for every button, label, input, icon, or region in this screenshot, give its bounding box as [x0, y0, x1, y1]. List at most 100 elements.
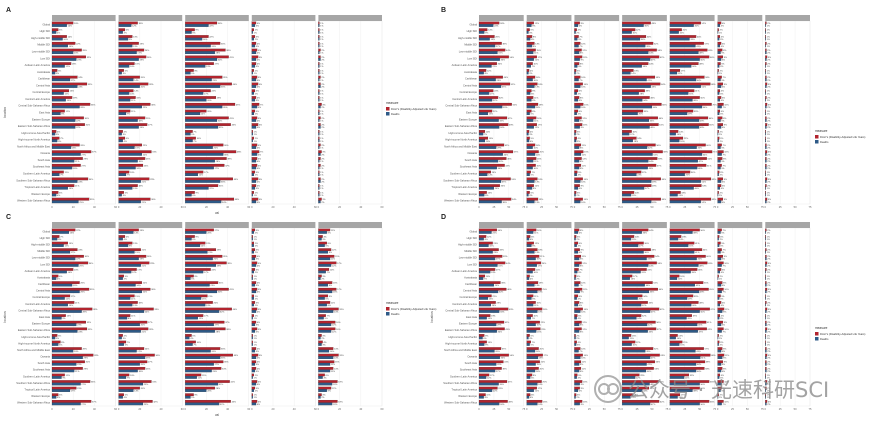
bar	[185, 268, 211, 271]
bar-data-label: 66%	[710, 381, 714, 383]
bar-data-label: 2%	[255, 391, 258, 393]
bar-data-label: 2%	[720, 192, 723, 194]
bar	[118, 362, 140, 366]
bar-data-label: 23%	[210, 285, 214, 287]
bar	[51, 316, 62, 320]
bar	[765, 237, 766, 241]
x-tick-label: 0	[526, 205, 528, 209]
bar	[185, 102, 236, 106]
bar	[318, 336, 321, 340]
bar	[51, 270, 67, 274]
bar-data-label: 14%	[201, 114, 205, 116]
bar	[51, 35, 67, 38]
bar	[622, 283, 645, 287]
bar-data-label: 31%	[152, 152, 156, 154]
bar-data-label: 1%	[320, 30, 323, 32]
bar-data-label: 14%	[536, 145, 540, 147]
bar-data-label: 1%	[767, 391, 770, 393]
bar	[118, 287, 151, 291]
y-tick-label: High-middle SDI	[458, 36, 477, 40]
y-tick-label: High-income Asia Pacific	[448, 131, 477, 135]
bar-data-label: 1%	[767, 272, 770, 274]
bar-data-label: 6%	[722, 59, 725, 61]
bar-data-label: 6%	[192, 195, 195, 197]
bar-data-label: 6%	[59, 344, 62, 346]
bar	[669, 24, 694, 27]
bar	[118, 170, 130, 174]
bar	[526, 136, 530, 140]
bar-data-label: 2%	[767, 250, 770, 252]
bar-data-label: 23%	[494, 243, 498, 245]
bar-data-label: 66%	[710, 57, 714, 59]
bar-data-label: 2%	[767, 302, 770, 304]
bar	[118, 268, 137, 271]
bar-data-label: 19%	[539, 283, 543, 285]
bar-data-label: 3%	[56, 338, 59, 340]
bar-data-label: 32%	[220, 404, 224, 406]
bar-data-label: 28%	[82, 50, 86, 52]
bar-data-label: 68%	[711, 84, 715, 86]
bar	[118, 82, 149, 86]
x-tick-label: 25	[683, 407, 686, 411]
bar-data-label: 21%	[142, 265, 146, 267]
bar	[51, 159, 75, 163]
bar-data-label: 31%	[641, 272, 645, 274]
bar	[526, 105, 536, 109]
bar-data-label: 2%	[255, 232, 258, 234]
bar-data-label: 1%	[320, 93, 323, 95]
bar-data-label: 15%	[69, 305, 73, 307]
bar-data-label: 40%	[695, 26, 699, 28]
bar	[118, 334, 123, 337]
bar	[318, 78, 320, 82]
bar	[574, 297, 577, 300]
bar	[478, 235, 487, 238]
bar	[185, 166, 214, 170]
bar-data-label: 4%	[530, 239, 533, 241]
bar-data-label: 35%	[501, 358, 505, 360]
legend-title: measure	[386, 301, 399, 305]
bar-data-label: 32%	[642, 316, 646, 318]
bar-data-label: 3%	[322, 199, 325, 201]
bar-data-label: 8%	[485, 397, 488, 399]
bar-data-label: 37%	[225, 322, 229, 324]
bar-data-label: 49%	[700, 120, 704, 122]
bar-data-label: 22%	[76, 43, 80, 45]
bar	[526, 386, 537, 390]
bar	[478, 294, 492, 298]
bar	[185, 150, 237, 154]
bar	[118, 294, 135, 298]
bar-data-label: 35%	[90, 289, 94, 291]
legend-label: Deaths	[391, 112, 400, 116]
bar-data-label: 6%	[722, 371, 725, 373]
bar-data-label: 7%	[193, 131, 196, 133]
bar-data-label: 29%	[217, 265, 221, 267]
bar-data-label: 16%	[136, 168, 140, 170]
bar-data-label: 38%	[693, 391, 697, 393]
bar-data-label: 2%	[767, 161, 770, 163]
bar-data-label: 1%	[254, 236, 257, 238]
bar	[717, 96, 722, 99]
bar-data-label: 4%	[721, 26, 724, 28]
bar	[118, 310, 145, 313]
bar-data-label: 3%	[720, 138, 723, 140]
y-tick-label: High-income Asia Pacific	[448, 335, 477, 339]
bar	[478, 28, 488, 32]
bar	[251, 250, 254, 254]
bar-data-label: 14%	[536, 77, 540, 79]
bar	[526, 69, 530, 72]
bar	[185, 136, 196, 140]
bar	[526, 35, 533, 38]
bar-data-label: 9%	[62, 377, 65, 379]
bar-data-label: 31%	[86, 362, 90, 364]
bar	[251, 75, 258, 79]
y-tick-label: High-middle SDI	[31, 36, 50, 40]
bar-data-label: 14%	[334, 311, 338, 313]
bar	[118, 316, 128, 320]
y-tick-label: Global	[43, 22, 51, 26]
x-tick-label: 50	[555, 205, 558, 209]
bar	[717, 235, 720, 238]
bar	[765, 91, 766, 95]
bar	[118, 399, 153, 403]
bar	[526, 250, 535, 254]
bar-data-label: 6%	[722, 364, 725, 366]
